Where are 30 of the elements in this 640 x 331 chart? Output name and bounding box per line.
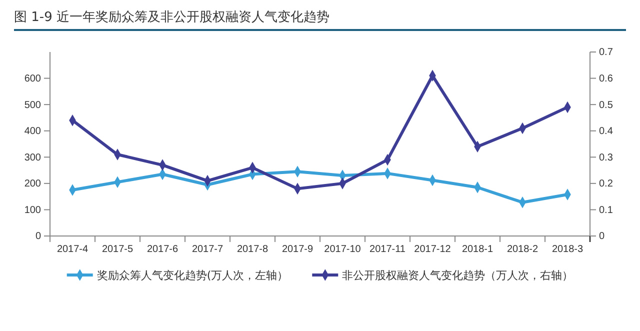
y2-tick-label: 0.6 bbox=[599, 73, 614, 84]
chart-title: 图 1-9 近一年奖励众筹及非公开股权融资人气变化趋势 bbox=[14, 10, 330, 25]
x-tick-label: 2017-9 bbox=[282, 244, 314, 256]
y2-tick-label: 0 bbox=[599, 231, 605, 242]
y2-tick-label: 0.1 bbox=[599, 204, 614, 216]
x-tick-label: 2017-4 bbox=[56, 244, 89, 256]
x-tick-label: 2018-1 bbox=[462, 244, 494, 256]
y-tick-label: 500 bbox=[24, 100, 42, 111]
legend-label: 奖励众筹人气变化趋势(万人次，左轴） bbox=[96, 269, 288, 282]
y2-tick-label: 0.5 bbox=[599, 100, 614, 111]
y2-tick-label: 0.3 bbox=[599, 152, 614, 164]
x-tick-label: 2017-11 bbox=[370, 244, 406, 256]
x-tick-label: 2017-10 bbox=[324, 244, 362, 256]
y-tick-label: 600 bbox=[24, 73, 42, 84]
y-tick-label: 300 bbox=[24, 152, 42, 164]
y2-tick-label: 0.2 bbox=[599, 178, 614, 190]
x-tick-label: 2017-12 bbox=[414, 244, 452, 256]
x-tick-label: 2017-7 bbox=[192, 244, 224, 256]
y-tick-label: 200 bbox=[24, 178, 42, 190]
x-tick-label: 2018-2 bbox=[506, 244, 539, 256]
x-tick-label: 2018-3 bbox=[552, 244, 584, 256]
x-tick-label: 2017-8 bbox=[236, 244, 269, 256]
x-tick-label: 2017-5 bbox=[102, 244, 134, 256]
y2-tick-label: 0.4 bbox=[599, 126, 614, 138]
y-tick-label: 400 bbox=[24, 126, 42, 138]
y-tick-label: 0 bbox=[35, 231, 42, 242]
y2-tick-label: 0.7 bbox=[599, 47, 614, 58]
y-tick-label: 100 bbox=[24, 204, 42, 216]
x-tick-label: 2017-6 bbox=[146, 244, 179, 256]
legend-label: 非公开股权融资人气变化趋势（万人次，右轴） bbox=[342, 269, 574, 282]
